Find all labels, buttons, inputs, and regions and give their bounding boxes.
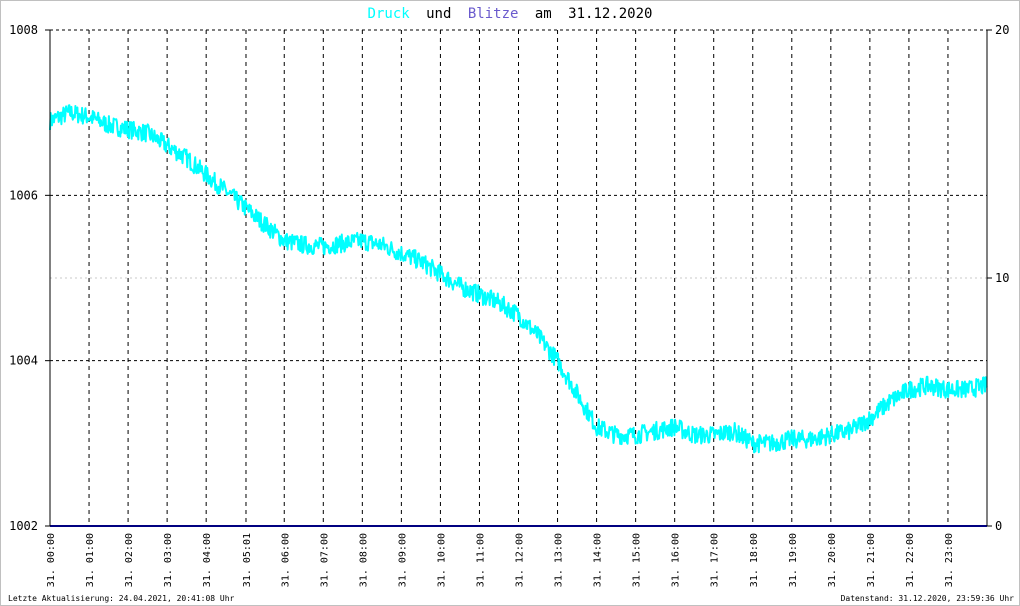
x-tick-label: 31. 03:00 (163, 533, 174, 587)
x-tick-label: 31. 16:00 (671, 533, 682, 587)
y-left-tick-label: 1004 (9, 354, 38, 368)
x-tick-label: 31. 11:00 (475, 533, 486, 587)
chart-title: Druck und Blitze am 31.12.2020 (368, 6, 653, 22)
x-tick-label: 31. 02:00 (124, 533, 135, 587)
x-tick-label: 31. 21:00 (866, 533, 877, 587)
title-connector-am: am (535, 6, 552, 22)
axes: 31. 00:00 31. 01:00 31. 02:00 31. 03:00 31. … (9, 23, 1009, 587)
y-right-tick-label: 20 (995, 23, 1009, 37)
x-tick-label: 31. 07:00 (319, 533, 330, 587)
title-connector-und: und (426, 6, 451, 22)
y-right-tick-label: 0 (995, 519, 1002, 533)
x-tick-label: 31. 19:00 (788, 533, 799, 587)
title-series-pressure: Druck (368, 6, 411, 22)
x-tick-label: 31. 10:00 (436, 533, 447, 587)
x-tick-label: 31. 22:00 (905, 533, 916, 587)
x-tick-label: 31. 18:00 (749, 533, 760, 587)
y-right-tick-label: 10 (995, 271, 1009, 285)
x-tick-label: 31. 14:00 (593, 533, 604, 587)
title-series-lightning: Blitze (468, 6, 519, 22)
x-tick-label: 31. 17:00 (710, 533, 721, 587)
x-tick-label: 31. 13:00 (554, 533, 565, 587)
y-left-tick-label: 1008 (9, 23, 38, 37)
footer-last-update: Letzte Aktualisierung: 24.04.2021, 20:41… (8, 594, 235, 603)
x-tick-label: 31. 06:00 (280, 533, 291, 587)
series (49, 104, 988, 527)
x-tick-label: 31. 08:00 (358, 533, 369, 587)
x-tick-label: 31. 09:00 (397, 533, 408, 587)
x-tick-label: 31. 01:00 (85, 533, 96, 587)
x-tick-label: 31. 05:01 (242, 533, 253, 587)
x-tick-label: 31. 12:00 (515, 533, 526, 587)
x-tick-label: 31. 15:00 (632, 533, 643, 587)
x-tick-label: 31. 23:00 (944, 533, 955, 587)
series-line-druck (49, 104, 988, 454)
y-left-tick-label: 1006 (9, 188, 38, 202)
x-tick-label: 31. 00:00 (46, 533, 57, 587)
y-left-tick-label: 1002 (9, 519, 38, 533)
footer-data-status: Datenstand: 31.12.2020, 23:59:36 Uhr (841, 594, 1015, 603)
x-tick-label: 31. 20:00 (827, 533, 838, 587)
x-tick-label: 31. 04:00 (202, 533, 213, 587)
title-date: 31.12.2020 (568, 6, 652, 22)
